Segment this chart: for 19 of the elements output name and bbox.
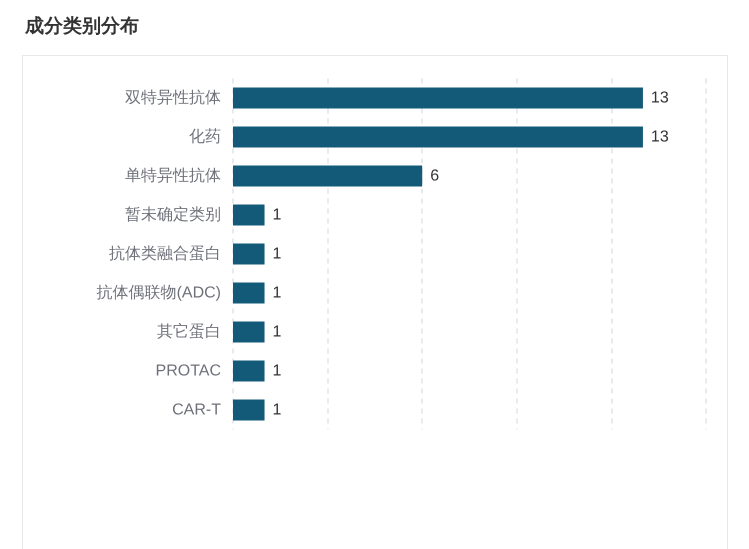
data-label: 1	[272, 284, 282, 302]
data-label: 13	[650, 90, 669, 106]
data-label: 13	[650, 128, 669, 146]
chart-title: 成分类别分布	[24, 15, 139, 37]
y-tick-label: 单特异性抗体	[125, 166, 221, 184]
y-tick-label: 抗体偶联物(ADC)	[96, 284, 221, 302]
y-tick-label: 化药	[189, 128, 221, 146]
data-label: 1	[272, 402, 282, 418]
y-tick-label: CAR-T	[172, 402, 222, 418]
y-tick-label: 其它蛋白	[157, 322, 221, 340]
data-label: 1	[272, 206, 282, 224]
data-label: 6	[430, 168, 440, 184]
data-label: 1	[272, 362, 282, 380]
y-tick-label: 双特异性抗体	[125, 88, 221, 106]
data-label: 1	[272, 246, 282, 262]
y-tick-label: 暂未确定类别	[125, 206, 221, 224]
y-tick-label: PROTAC	[156, 362, 221, 380]
data-label: 1	[272, 324, 282, 340]
y-tick-label: 抗体类融合蛋白	[109, 244, 221, 262]
